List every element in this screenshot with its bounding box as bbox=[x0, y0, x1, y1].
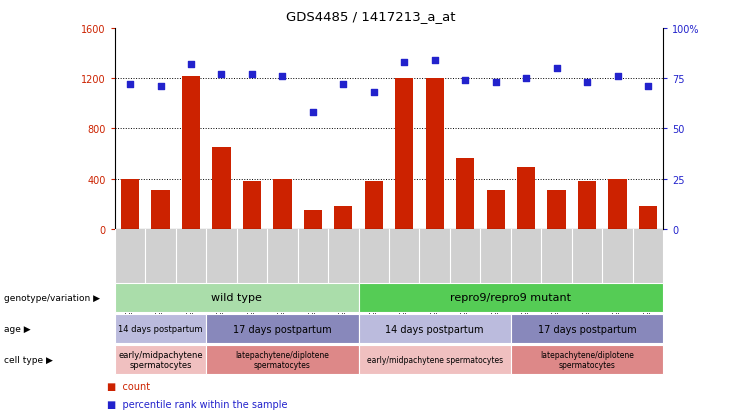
Text: early/midpachytene spermatocytes: early/midpachytene spermatocytes bbox=[367, 355, 503, 364]
Text: latepachytene/diplotene
spermatocytes: latepachytene/diplotene spermatocytes bbox=[540, 350, 634, 369]
Bar bbox=[456, 159, 474, 229]
Text: 17 days postpartum: 17 days postpartum bbox=[233, 324, 332, 334]
Point bbox=[399, 59, 411, 66]
Point bbox=[642, 84, 654, 90]
Bar bbox=[151, 190, 170, 229]
Text: ■  percentile rank within the sample: ■ percentile rank within the sample bbox=[107, 399, 288, 409]
Text: age ▶: age ▶ bbox=[4, 324, 30, 333]
Point bbox=[520, 76, 532, 82]
Point bbox=[429, 58, 441, 64]
Text: genotype/variation ▶: genotype/variation ▶ bbox=[4, 293, 100, 302]
Bar bbox=[213, 148, 230, 229]
Text: cell type ▶: cell type ▶ bbox=[4, 355, 53, 364]
Bar bbox=[517, 168, 535, 229]
Bar bbox=[243, 182, 261, 229]
Bar bbox=[425, 79, 444, 229]
Point bbox=[216, 72, 227, 78]
Bar bbox=[639, 206, 657, 229]
Bar bbox=[608, 179, 627, 229]
Text: GDS4485 / 1417213_a_at: GDS4485 / 1417213_a_at bbox=[286, 10, 455, 23]
Point bbox=[611, 74, 623, 80]
Text: repro9/repro9 mutant: repro9/repro9 mutant bbox=[451, 293, 571, 303]
Point bbox=[185, 62, 197, 68]
Bar bbox=[548, 190, 565, 229]
Point bbox=[337, 82, 349, 88]
Bar bbox=[304, 211, 322, 229]
Text: early/midpachytene
spermatocytes: early/midpachytene spermatocytes bbox=[119, 350, 203, 369]
Text: ■  count: ■ count bbox=[107, 381, 150, 391]
Bar bbox=[273, 179, 291, 229]
Bar bbox=[182, 76, 200, 229]
Point bbox=[459, 78, 471, 84]
Point bbox=[307, 110, 319, 116]
Text: latepachytene/diplotene
spermatocytes: latepachytene/diplotene spermatocytes bbox=[236, 350, 329, 369]
Bar bbox=[334, 206, 353, 229]
Point bbox=[368, 90, 379, 96]
Point bbox=[246, 72, 258, 78]
Bar bbox=[121, 179, 139, 229]
Point bbox=[581, 80, 593, 86]
Text: 14 days postpartum: 14 days postpartum bbox=[119, 324, 203, 333]
Bar bbox=[395, 79, 413, 229]
Point bbox=[155, 84, 167, 90]
Text: wild type: wild type bbox=[211, 293, 262, 303]
Bar bbox=[365, 182, 383, 229]
Point bbox=[124, 82, 136, 88]
Point bbox=[276, 74, 288, 80]
Text: 14 days postpartum: 14 days postpartum bbox=[385, 324, 484, 334]
Text: 17 days postpartum: 17 days postpartum bbox=[538, 324, 637, 334]
Bar bbox=[487, 190, 505, 229]
Bar bbox=[578, 182, 597, 229]
Point bbox=[551, 66, 562, 72]
Point bbox=[490, 80, 502, 86]
